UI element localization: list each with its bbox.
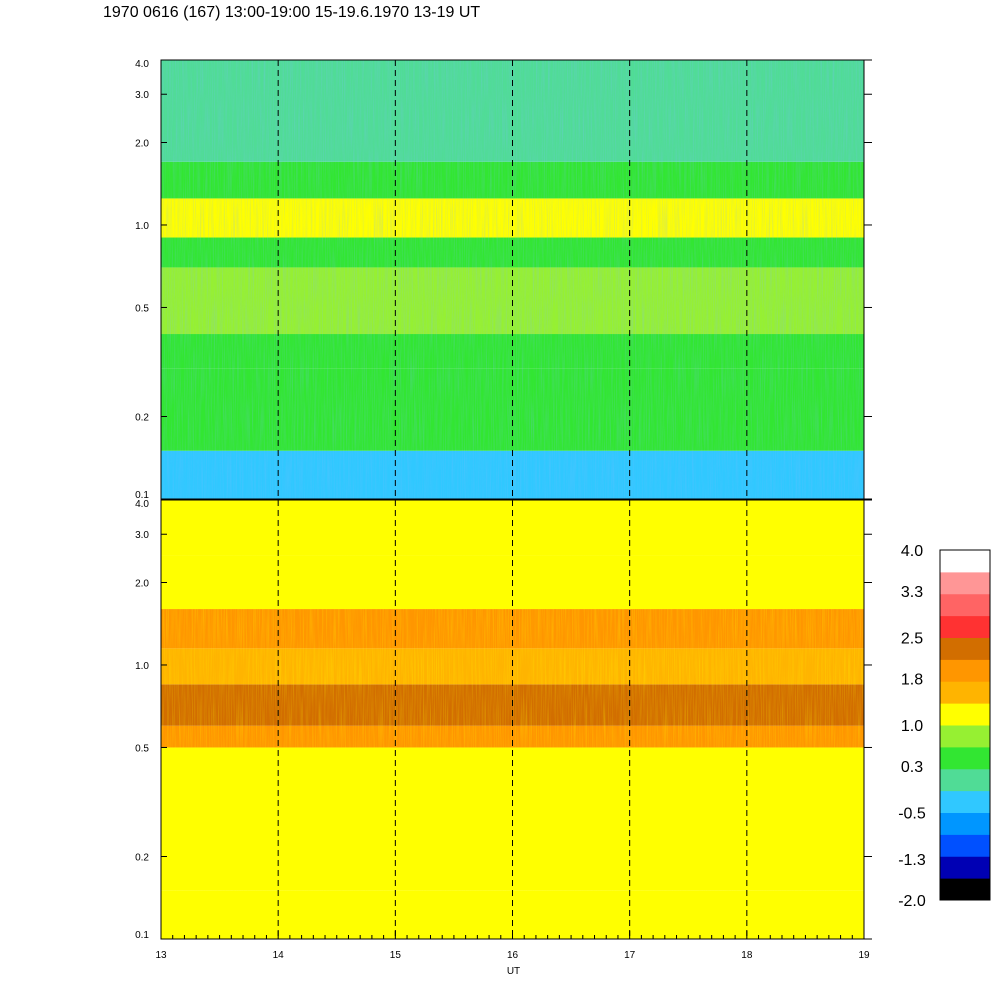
y-tick-label: 0.2 [135, 413, 149, 424]
colorbar-swatch [940, 681, 990, 704]
colorbar-label: -0.5 [898, 806, 926, 823]
colorbar-swatch [940, 637, 990, 660]
x-tick-label: 19 [858, 950, 870, 961]
x-tick-label: 18 [741, 950, 753, 961]
colorbar-swatch [940, 812, 990, 835]
y-tick-label: 0.5 [135, 303, 149, 314]
colorbar-swatch [940, 703, 990, 726]
upper-spectrogram-panel: 0.1 0.2 0.5 1.0 2.0 3.0 4.0 [135, 59, 872, 501]
colorbar-label: -1.3 [898, 852, 926, 869]
colorbar-label: -2.0 [898, 893, 926, 910]
colorbar-swatch [940, 790, 990, 813]
x-axis-label: UT [507, 966, 520, 977]
y-tick-label: 0.5 [135, 743, 149, 754]
x-tick-label: 16 [507, 950, 519, 961]
colorbar-swatch [940, 571, 990, 595]
y-tick-label: 0.1 [135, 930, 149, 941]
colorbar-swatch [940, 834, 990, 857]
chart-title: 1970 0616 (167) 13:00-19:00 15-19.6.1970… [103, 4, 481, 21]
colorbar-swatch [940, 550, 990, 573]
colorbar-swatch [940, 856, 990, 879]
colorbar-label: 4.0 [901, 543, 923, 560]
y-tick-label: 3.0 [135, 90, 149, 101]
colorbar-swatch [940, 768, 990, 792]
y-tick-label: 0.1 [135, 490, 149, 501]
colorbar-swatch [940, 725, 990, 748]
colorbar-swatch [940, 615, 990, 638]
colorbar-label: 1.0 [901, 718, 923, 735]
y-tick-label: 4.0 [135, 59, 149, 70]
y-tick-label: 0.2 [135, 853, 149, 864]
y-tick-label: 2.0 [135, 578, 149, 589]
colorbar-label: 0.3 [901, 759, 923, 776]
x-tick-label: 15 [390, 950, 402, 961]
y-tick-label: 2.0 [135, 138, 149, 149]
colorbar-label: 2.5 [901, 631, 923, 648]
colorbar-swatch [940, 878, 990, 901]
colorbar-swatch [940, 659, 990, 682]
colorbar-label: 1.8 [901, 671, 923, 688]
y-tick-label: 1.0 [135, 661, 149, 672]
x-tick-label: 14 [273, 950, 285, 961]
y-tick-label: 3.0 [135, 530, 149, 541]
colorbar-label: 3.3 [901, 584, 923, 601]
y-tick-label: 4.0 [135, 499, 149, 510]
colorbar-frame [939, 549, 991, 901]
y-tick-label: 1.0 [135, 221, 149, 232]
colorbar-swatch [940, 593, 990, 617]
x-tick-label: 13 [155, 950, 167, 961]
colorbar-swatch [940, 746, 990, 770]
panel-frame [160, 59, 865, 500]
lower-spectrogram-panel: 0.1 0.2 0.5 1.0 2.0 3.0 4.0 13 14 15 16 17 18 19 UT [135, 499, 872, 977]
colorbar: 4.0 3.3 2.5 1.8 1.0 0.3 -0.5 -1.3 -2.0 [898, 543, 991, 910]
x-tick-label: 17 [624, 950, 636, 961]
